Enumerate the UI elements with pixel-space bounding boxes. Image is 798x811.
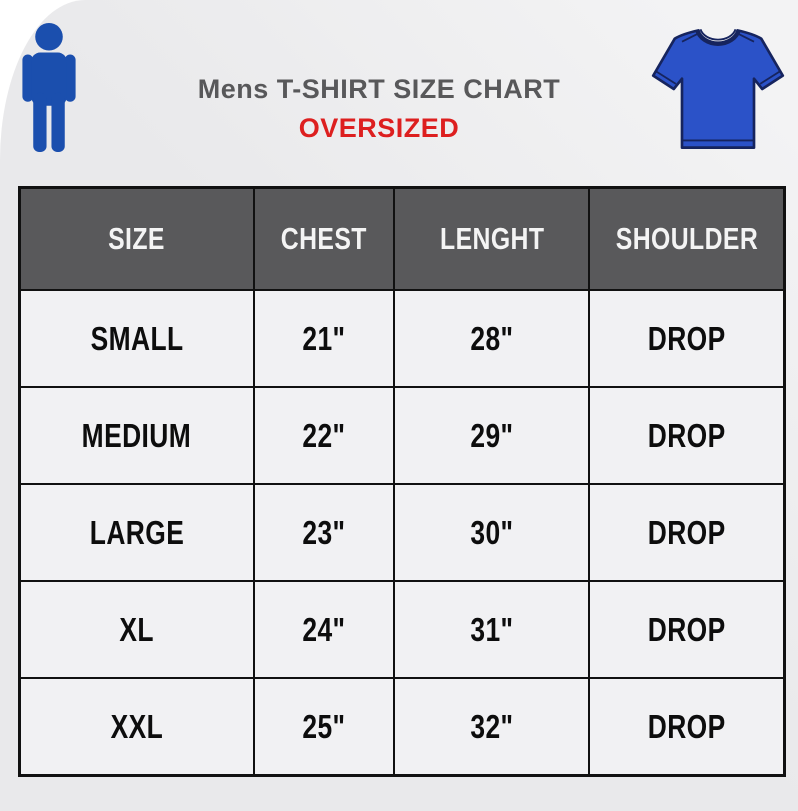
cell-2-0: LARGE [18,483,255,582]
table-row-large: LARGE 23" 30" DROP [18,483,786,582]
cell-0-0: SMALL [18,289,255,388]
banner: Mens T-SHIRT SIZE CHART OVERSIZED [0,0,798,180]
cell-2-3: DROP [588,483,786,582]
cell-3-0: XL [18,580,255,679]
tshirt-icon [646,24,790,154]
size-table-body: SMALL 21" 28" DROP MEDIUM 22" 29" DROP LARGE 23" 3… [18,289,786,777]
cell-4-3: DROP [588,677,786,777]
cell-1-2: 29" [393,386,591,485]
cell-0-3: DROP [588,289,786,388]
size-table: SIZE CHEST LENGHT SHOULDER SMALL 21" 28" DROP M… [18,186,786,777]
cell-1-3: DROP [588,386,786,485]
cell-4-1: 25" [252,677,396,777]
column-header-chest: CHEST [252,186,396,291]
cell-3-2: 31" [393,580,591,679]
size-table-head-row: SIZE CHEST LENGHT SHOULDER [18,186,786,291]
table-row-medium: MEDIUM 22" 29" DROP [18,386,786,485]
cell-4-0: XXL [18,677,255,777]
cell-2-1: 23" [252,483,396,582]
column-header-lenght: LENGHT [393,186,591,291]
page-title: Mens T-SHIRT SIZE CHART [197,74,561,104]
cell-1-0: MEDIUM [18,386,255,485]
cell-3-1: 24" [252,580,396,679]
cell-1-1: 22" [252,386,396,485]
column-header-size: SIZE [18,186,255,291]
cell-4-2: 32" [393,677,591,777]
cell-2-2: 30" [393,483,591,582]
person-icon [18,22,80,152]
table-row-small: SMALL 21" 28" DROP [18,289,786,388]
table-row-xxl: XXL 25" 32" DROP [18,677,786,777]
title-block: Mens T-SHIRT SIZE CHART OVERSIZED [120,74,638,144]
page-subtitle: OVERSIZED [298,113,460,143]
cell-3-3: DROP [588,580,786,679]
table-row-xl: XL 24" 31" DROP [18,580,786,679]
cell-0-1: 21" [252,289,396,388]
column-header-shoulder: SHOULDER [588,186,786,291]
cell-0-2: 28" [393,289,591,388]
